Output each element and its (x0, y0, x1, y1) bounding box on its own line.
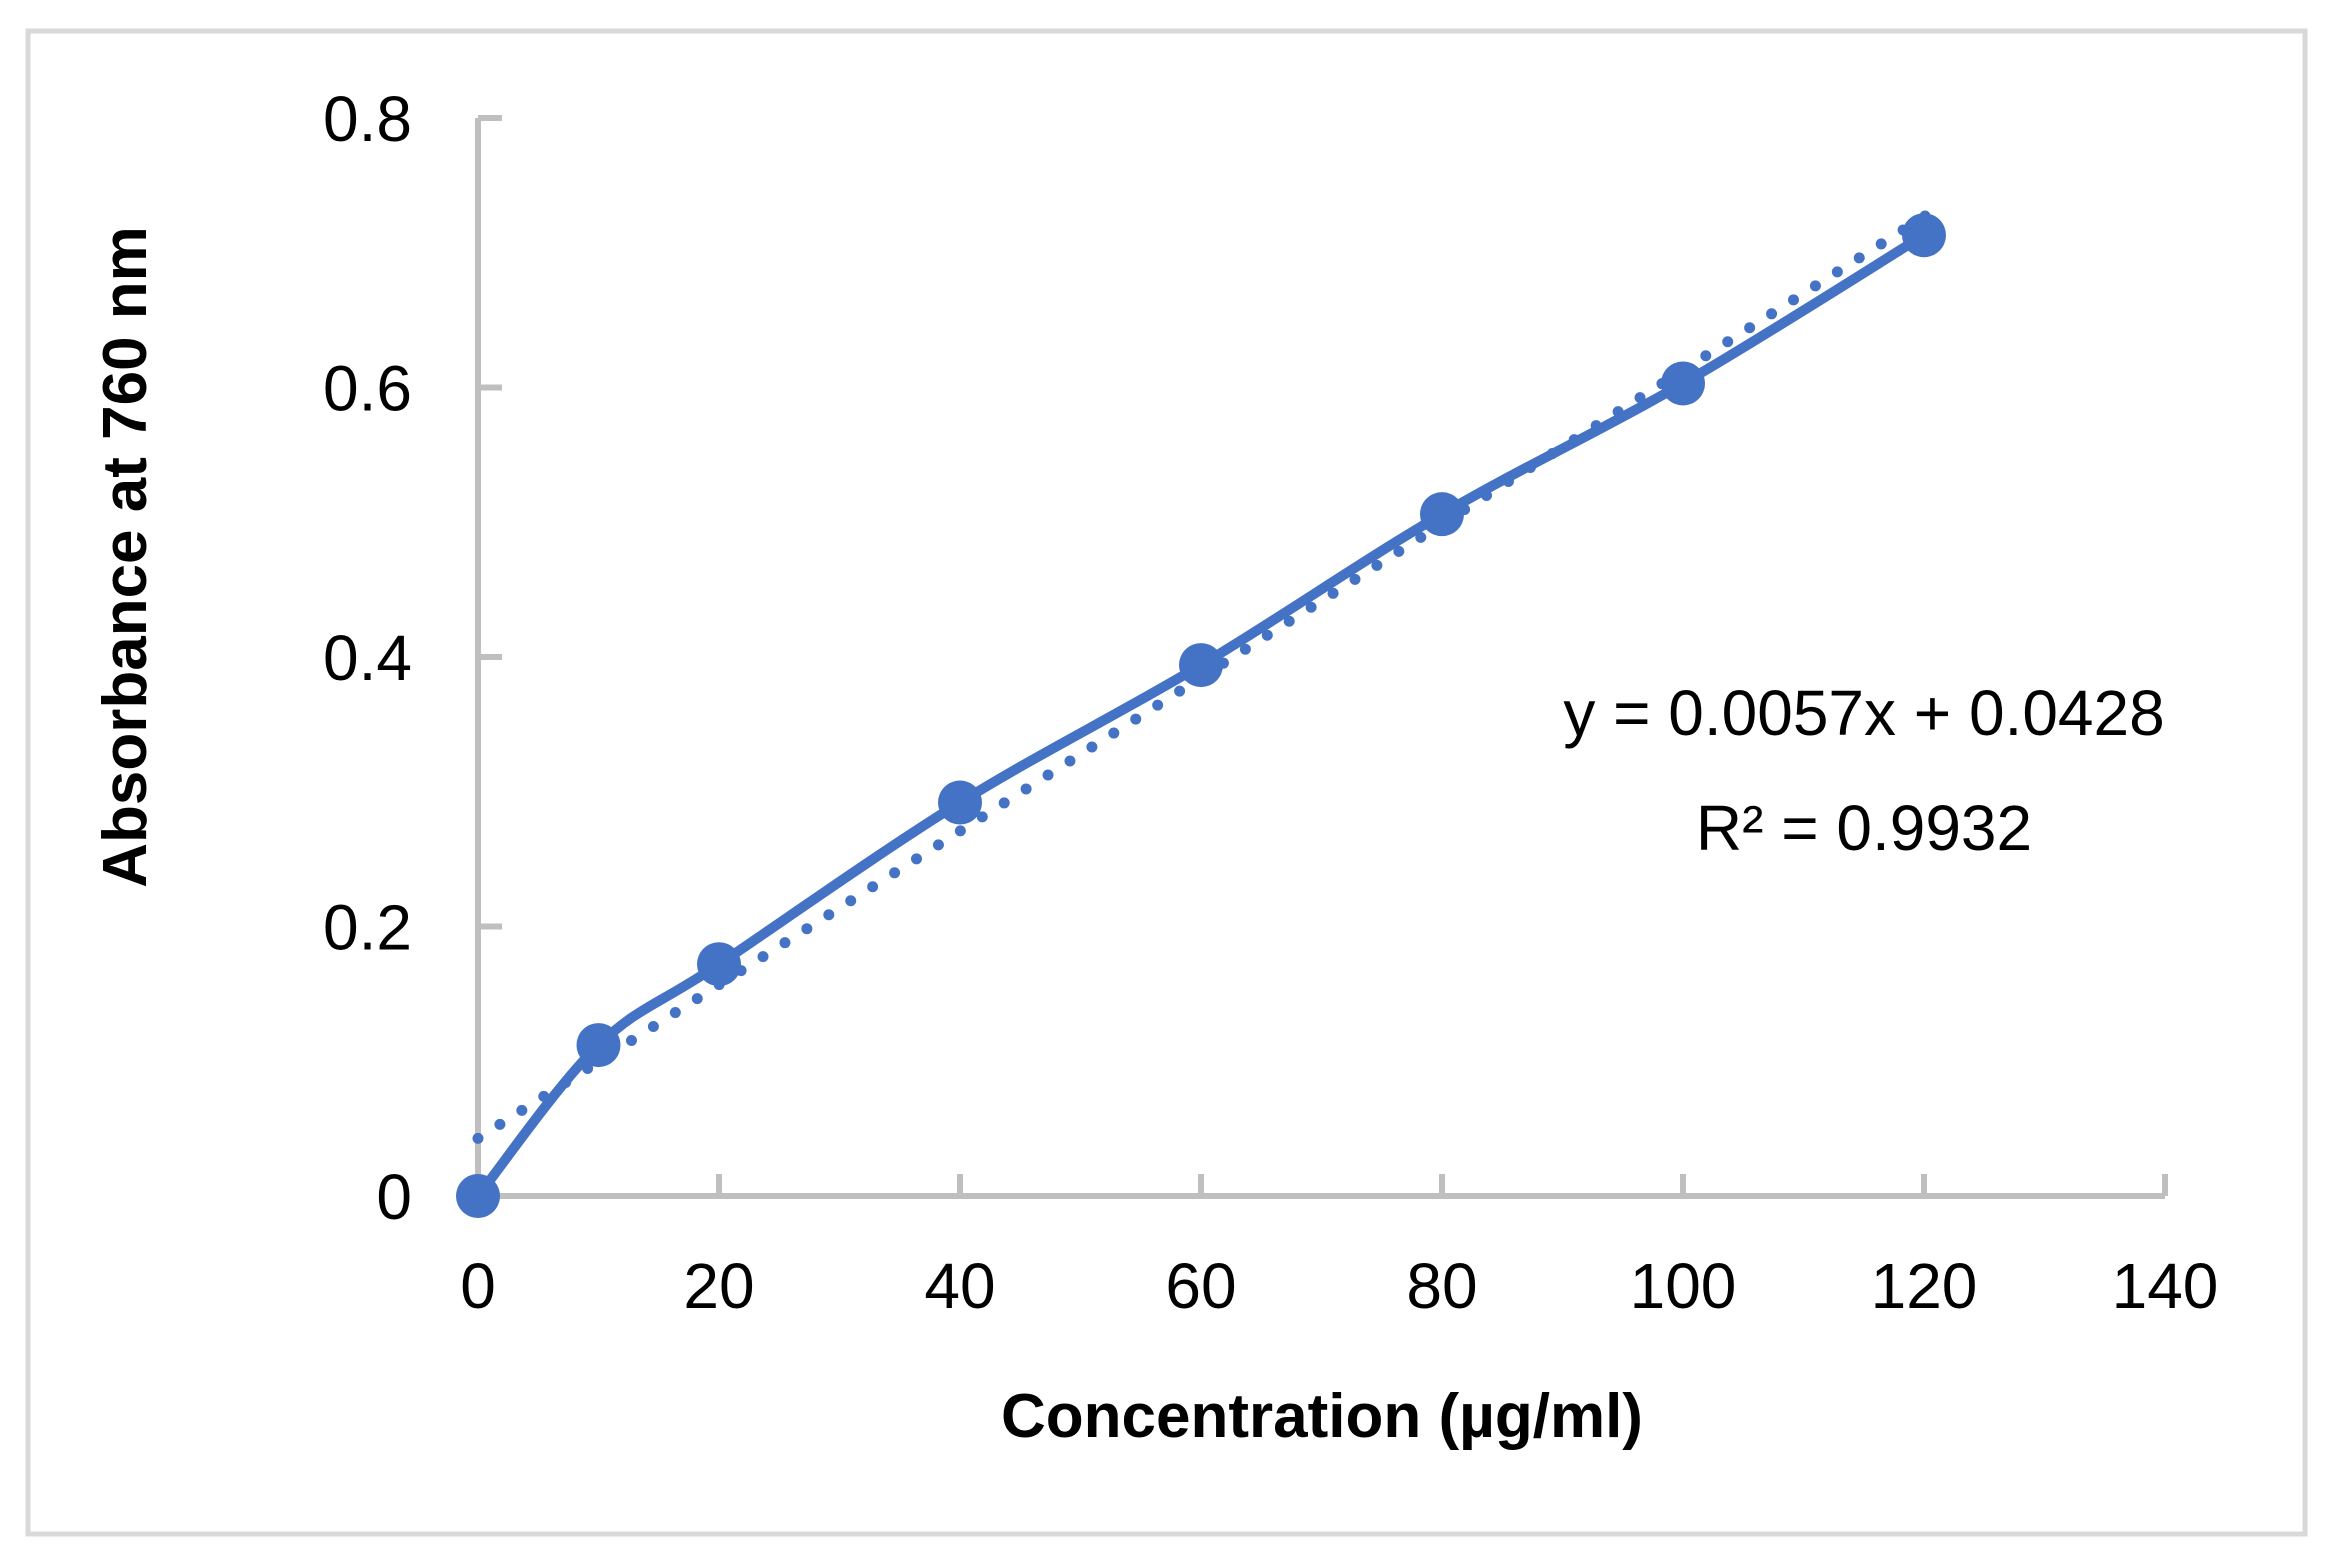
y-tick-label: 0.8 (323, 83, 412, 155)
figure-border (25, 28, 2308, 1537)
x-tick-label: 80 (1406, 1250, 1477, 1322)
data-point-marker (1902, 213, 1946, 258)
data-series-group (456, 213, 1946, 1218)
x-tick-label: 20 (683, 1250, 754, 1322)
data-point-marker (1420, 492, 1464, 537)
y-axis-title: Absorbance at 760 nm (91, 226, 160, 888)
x-tick-label: 40 (924, 1250, 995, 1322)
x-tick-label: 100 (1630, 1250, 1737, 1322)
axes (475, 118, 2165, 1199)
axis-lines (475, 118, 2165, 1199)
data-point-marker (456, 1174, 500, 1218)
data-point-marker (697, 942, 741, 987)
y-tick-label: 0.2 (323, 892, 412, 964)
y-tick-label: 0.4 (323, 622, 412, 694)
data-point-marker (1179, 643, 1223, 688)
trendline-equation-label: y = 0.0057x + 0.0428 (1563, 677, 2164, 749)
axis-tick-labels: 0 20 40 60 80 100 120 140 0 0.2 0.4 0.6 0.8 (323, 83, 2218, 1322)
data-point-marker (576, 1023, 621, 1068)
x-axis-title: Concentration (µg/ml) (1001, 1382, 1643, 1451)
x-tick-label: 0 (460, 1250, 496, 1322)
trendline-r-squared-label: R² = 0.9932 (1696, 792, 2032, 864)
y-tick-label: 0.6 (323, 353, 412, 425)
x-tick-label: 60 (1165, 1250, 1236, 1322)
data-point-marker (938, 780, 982, 825)
x-tick-label: 120 (1871, 1250, 1978, 1322)
axis-ticks (478, 115, 2168, 1196)
data-point-marker (1661, 361, 1705, 406)
y-tick-label: 0 (376, 1161, 412, 1233)
x-tick-label: 140 (2112, 1250, 2219, 1322)
